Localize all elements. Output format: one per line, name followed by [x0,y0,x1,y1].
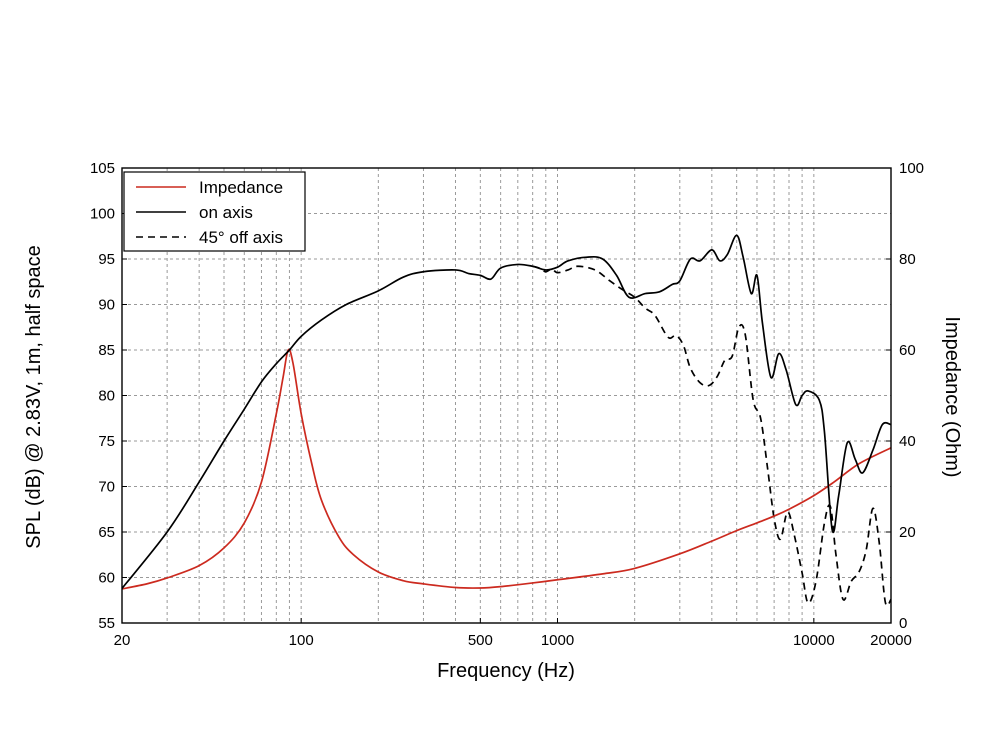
y-left-tick-label: 75 [98,433,115,450]
series-layer [121,234,892,607]
y-axis-title-left: SPL (dB) @ 2.83V, 1m, half space [23,245,45,548]
tick-layer: 55 60 65 70 75 80 85 90 95 100 105 0 20 40 60 80 100 20 10… [90,160,924,649]
x-tick-label: 500 [468,632,493,649]
x-axis-title: Frequency (Hz) [437,660,575,682]
legend-label-off-axis: 45° off axis [199,228,283,247]
series-line-45-off-axis [532,265,892,607]
y-left-tick-label: 60 [98,570,115,587]
y-left-tick-label: 100 [90,206,115,223]
y-left-tick-label: 70 [98,479,115,496]
y-right-tick-label: 80 [899,251,916,268]
y-left-tick-label: 55 [98,615,115,632]
plot-frame [121,167,892,624]
x-tick-label: 20000 [870,632,912,649]
y-right-tick-label: 40 [899,433,916,450]
legend-label-impedance: Impedance [199,178,283,197]
y-left-tick-label: 90 [98,297,115,314]
y-left-tick-label: 80 [98,388,115,405]
y-right-tick-label: 20 [899,524,916,541]
y-axis-title-right: Impedance (Ohm) [941,316,963,477]
x-tick-label: 10000 [793,632,835,649]
y-left-tick-label: 95 [98,251,115,268]
series-line-on-axis [121,234,892,589]
x-tick-label: 20 [114,632,131,649]
y-right-tick-label: 100 [899,160,924,177]
grid-layer [122,168,891,623]
y-left-tick-label: 85 [98,342,115,359]
legend-label-on-axis: on axis [199,203,253,222]
y-left-tick-label: 105 [90,160,115,177]
y-left-tick-label: 65 [98,524,115,541]
x-tick-label: 100 [289,632,314,649]
legend: Impedance on axis 45° off axis [123,171,306,252]
series-line-impedance [121,348,892,590]
x-tick-label: 1000 [541,632,574,649]
y-right-tick-label: 0 [899,615,907,632]
y-right-tick-label: 60 [899,342,916,359]
